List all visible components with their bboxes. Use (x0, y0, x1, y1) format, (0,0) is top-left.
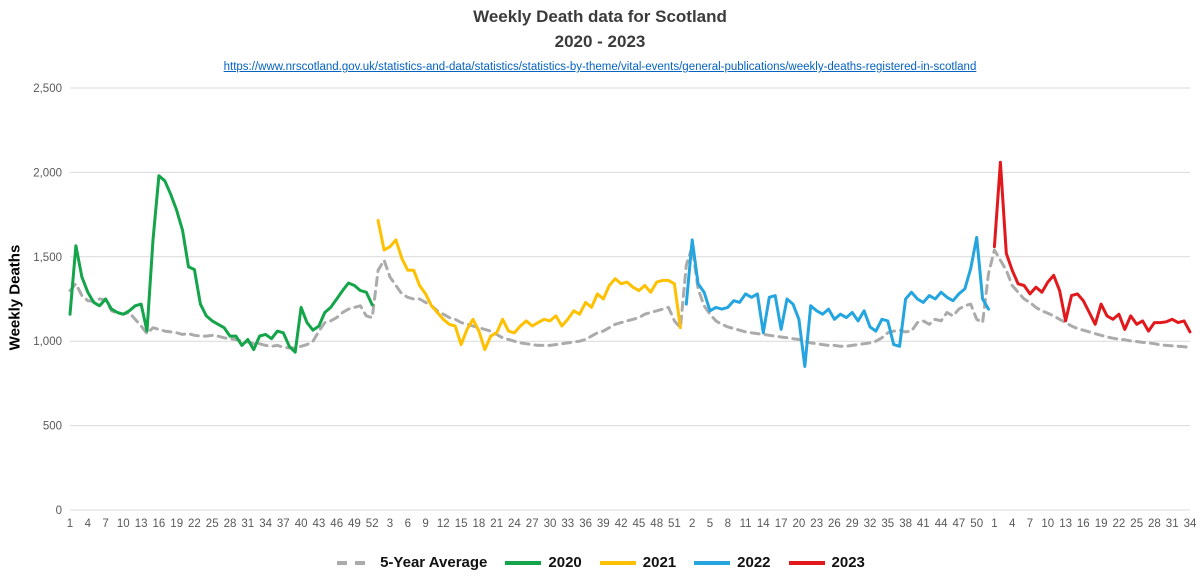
legend-item-2021[interactable]: 2021 (598, 554, 676, 571)
x-tick-label: 37 (277, 518, 290, 530)
x-tick-label: 30 (544, 518, 557, 530)
x-tick-label: 12 (437, 518, 450, 530)
x-tick-label: 32 (864, 518, 877, 530)
x-tick-label: 1 (67, 518, 73, 530)
x-tick-label: 20 (793, 518, 806, 530)
source-link-row: https://www.nrscotland.gov.uk/statistics… (0, 57, 1200, 75)
x-tick-label: 2 (689, 518, 695, 530)
x-tick-label: 31 (241, 518, 254, 530)
x-tick-label: 17 (775, 518, 788, 530)
x-tick-label: 7 (1027, 518, 1033, 530)
series-line-5-year-average (68, 245, 1192, 350)
legend-swatch (337, 560, 374, 565)
x-tick-label: 14 (757, 518, 770, 530)
x-tick-label: 26 (828, 518, 841, 530)
x-tick-label: 16 (153, 518, 166, 530)
y-tick-label: 1,500 (33, 252, 62, 264)
x-tick-label: 16 (1077, 518, 1090, 530)
x-tick-label: 13 (1059, 518, 1072, 530)
x-tick-label: 45 (633, 518, 646, 530)
x-tick-label: 22 (188, 518, 201, 530)
x-tick-label: 51 (668, 518, 681, 530)
x-tick-label: 43 (313, 518, 326, 530)
y-tick-label: 2,500 (33, 83, 62, 95)
x-tick-label: 27 (526, 518, 539, 530)
legend-item-2022[interactable]: 2022 (692, 554, 771, 571)
x-tick-label: 22 (1113, 518, 1126, 530)
x-tick-label: 25 (206, 518, 219, 530)
y-tick-label: 500 (43, 421, 62, 433)
x-tick-label: 35 (881, 518, 894, 530)
x-tick-label: 48 (650, 518, 663, 530)
x-tick-label: 19 (170, 518, 183, 530)
x-tick-label: 36 (579, 518, 592, 530)
x-tick-label: 23 (810, 518, 823, 530)
x-tick-label: 24 (508, 518, 521, 530)
x-tick-label: 19 (1095, 518, 1108, 530)
x-tick-label: 46 (330, 518, 343, 530)
chart-subtitle: 2020 - 2023 (554, 32, 646, 51)
x-tick-label: 8 (725, 518, 731, 530)
x-tick-label: 38 (899, 518, 912, 530)
x-tick-label: 34 (1184, 518, 1197, 530)
legend-swatch (788, 560, 825, 565)
x-tick-label: 44 (935, 518, 948, 530)
x-tick-label: 18 (473, 518, 486, 530)
series-line-2023 (992, 160, 1192, 334)
x-tick-label: 1 (991, 518, 997, 530)
legend-item-2023[interactable]: 2023 (787, 554, 865, 571)
y-tick-label: 0 (56, 505, 62, 517)
x-tick-label: 31 (1166, 518, 1179, 530)
x-tick-label: 50 (970, 518, 983, 530)
x-tick-label: 33 (561, 518, 574, 530)
x-tick-label: 9 (422, 518, 428, 530)
chart-legend: 5-Year Average 2020 2021 2022 2023 (0, 554, 1200, 571)
x-tick-label: 42 (615, 518, 628, 530)
legend-item-5-year-average[interactable]: 5-Year Average (335, 554, 487, 571)
chart-title: Weekly Death data for Scotland (473, 7, 727, 26)
legend-swatch (694, 560, 731, 565)
x-tick-label: 10 (1041, 518, 1054, 530)
x-tick-label: 29 (846, 518, 859, 530)
x-tick-label: 6 (405, 518, 411, 530)
x-tick-label: 4 (85, 518, 92, 530)
y-axis-title: Weekly Deaths (6, 244, 24, 351)
series-line-2022 (684, 235, 990, 368)
x-tick-label: 3 (387, 518, 393, 530)
legend-label: 5-Year Average (380, 554, 488, 571)
x-tick-label: 5 (707, 518, 713, 530)
x-tick-label: 41 (917, 518, 930, 530)
source-link[interactable]: https://www.nrscotland.gov.uk/statistics… (223, 61, 977, 73)
x-tick-label: 49 (348, 518, 361, 530)
legend-swatch (505, 560, 542, 565)
x-tick-label: 13 (135, 518, 148, 530)
x-tick-label: 4 (1009, 518, 1016, 530)
series-line-2020 (68, 174, 374, 354)
legend-item-2020[interactable]: 2020 (503, 554, 582, 571)
x-tick-label: 11 (740, 518, 752, 530)
legend-label: 2020 (548, 554, 582, 571)
x-tick-label: 15 (455, 518, 468, 530)
x-tick-label: 25 (1130, 518, 1143, 530)
x-tick-label: 52 (366, 518, 379, 530)
x-tick-label: 28 (1148, 518, 1161, 530)
legend-label: 2022 (737, 554, 771, 571)
series-line-2021 (376, 219, 682, 352)
x-tick-label: 21 (490, 518, 503, 530)
legend-label: 2023 (831, 554, 865, 571)
y-tick-label: 1,000 (33, 336, 62, 348)
x-tick-label: 7 (102, 518, 108, 530)
legend-label: 2021 (642, 554, 677, 571)
y-tick-label: 2,000 (33, 167, 62, 179)
x-tick-label: 40 (295, 518, 308, 530)
x-tick-label: 47 (953, 518, 966, 530)
x-tick-label: 39 (597, 518, 610, 530)
x-tick-label: 10 (117, 518, 130, 530)
x-tick-label: 34 (259, 518, 272, 530)
legend-swatch (599, 560, 636, 565)
x-tick-label: 28 (224, 518, 237, 530)
